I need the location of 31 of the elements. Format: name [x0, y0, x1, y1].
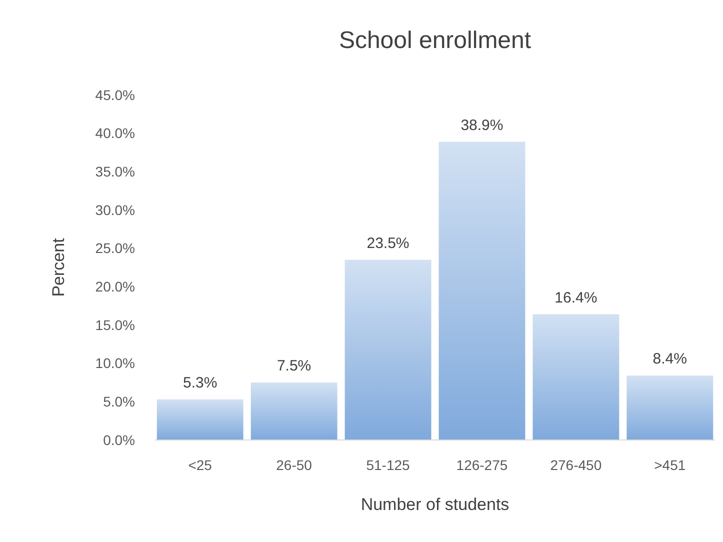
data-label: 23.5%: [366, 234, 410, 252]
x-tick-label: 26-50: [276, 457, 312, 473]
chart-title: School enrollment: [338, 27, 532, 54]
bar: [250, 382, 338, 440]
bar: [438, 142, 526, 440]
y-tick-label: 0.0%: [103, 432, 135, 448]
data-label: 16.4%: [554, 289, 598, 306]
x-tick-label: 276-450: [550, 457, 602, 473]
x-axis-title: Number of students: [360, 495, 510, 514]
data-label: 8.4%: [652, 350, 687, 368]
x-tick-label: >451: [654, 457, 686, 473]
y-tick-label: 5.0%: [103, 394, 135, 410]
x-tick-label: 51-125: [366, 457, 410, 473]
y-tick-label: 30.0%: [95, 202, 135, 218]
y-tick-label: 10.0%: [95, 355, 135, 372]
y-tick-label: 20.0%: [95, 278, 135, 295]
y-tick-label: 45.0%: [95, 86, 135, 103]
y-tick-label: 25.0%: [95, 240, 135, 256]
y-tick-label: 15.0%: [95, 316, 135, 333]
y-axis-title: Percent: [49, 238, 68, 297]
bar: [344, 260, 432, 440]
x-tick-label: <25: [188, 457, 212, 473]
y-tick-label: 35.0%: [95, 164, 135, 180]
x-tick-label: 126-275: [456, 457, 508, 473]
data-label: 7.5%: [276, 358, 312, 374]
data-label: 38.9%: [460, 116, 504, 134]
bar: [626, 376, 714, 440]
bar: [156, 399, 244, 440]
data-label: 5.3%: [183, 374, 218, 392]
y-tick-label: 40.0%: [95, 125, 135, 142]
bar: [532, 314, 620, 440]
